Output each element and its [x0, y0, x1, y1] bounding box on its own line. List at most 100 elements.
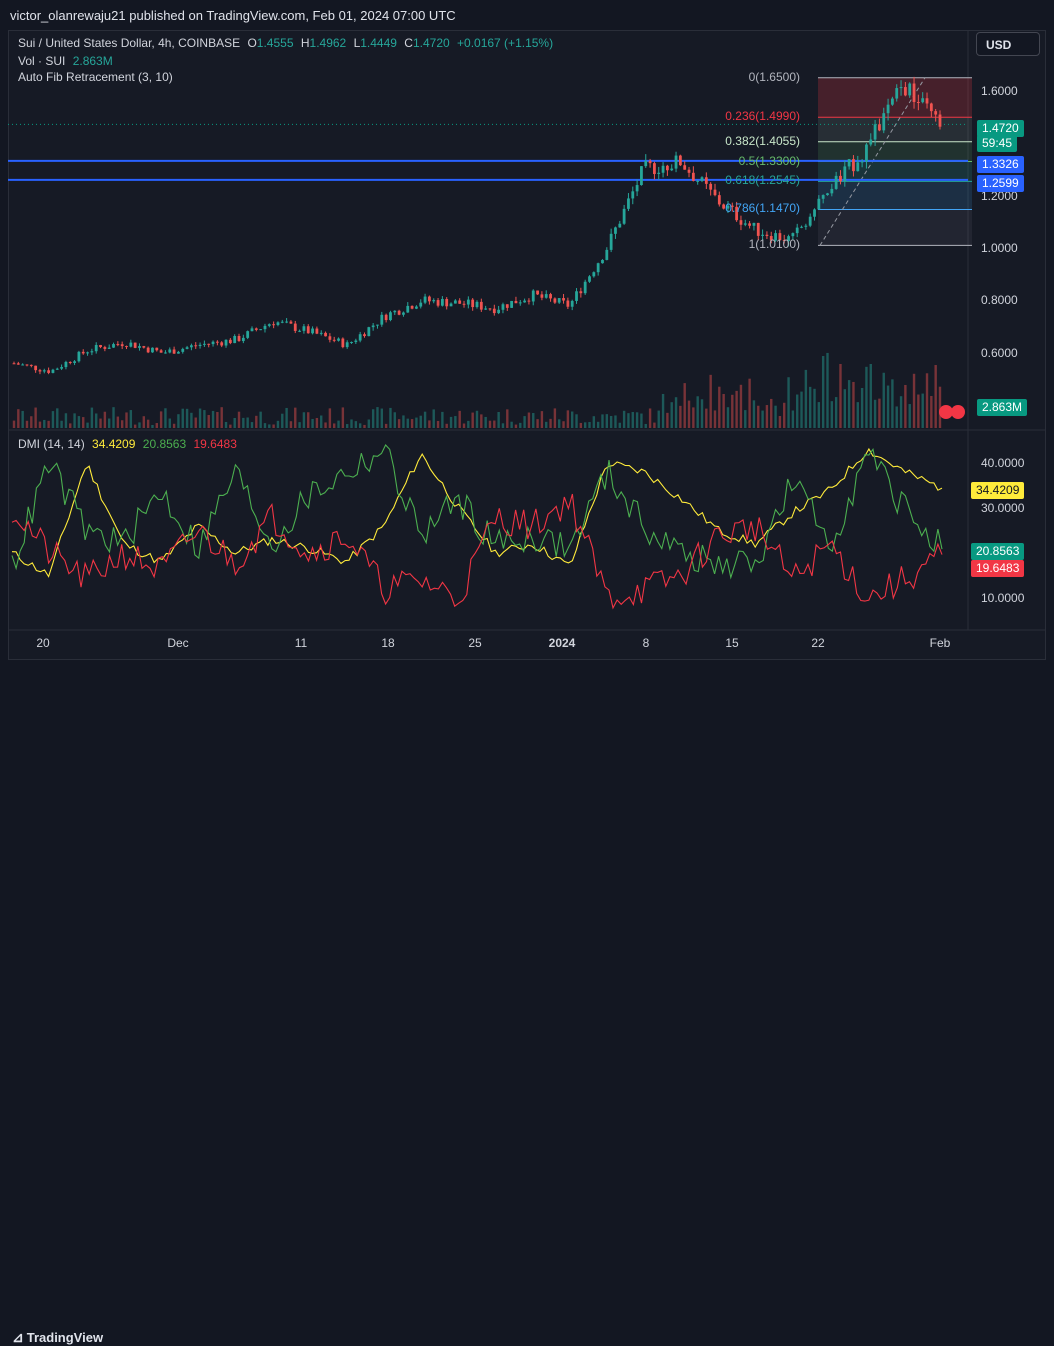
volume-bar	[765, 405, 769, 428]
chart-frame[interactable]	[8, 30, 1046, 660]
currency-button[interactable]: USD	[976, 32, 1040, 56]
candle-body	[358, 334, 362, 341]
candle-body	[410, 305, 414, 309]
fib-label: 0.236(1.4990)	[725, 109, 800, 124]
volume-bar	[311, 418, 314, 428]
candle-body	[856, 162, 860, 172]
chart-canvas[interactable]	[0, 0, 1054, 691]
candle-body	[523, 300, 526, 303]
volume-bar	[488, 420, 492, 428]
volume-bar	[384, 423, 388, 428]
fib-legend[interactable]: Auto Fib Retracement (3, 10)	[18, 70, 177, 84]
volume-bar	[436, 420, 440, 428]
volume-bar	[462, 423, 466, 428]
volume-bar	[783, 402, 786, 428]
volume-bar	[757, 405, 760, 428]
candle-body	[631, 191, 635, 199]
candle-body	[138, 346, 141, 348]
volume-bar	[908, 404, 911, 428]
volume-bar	[796, 394, 799, 428]
candle-body	[172, 349, 176, 354]
candle-body	[220, 342, 224, 346]
candle-body	[847, 159, 851, 167]
volume-bar	[540, 411, 544, 428]
volume-legend[interactable]: Vol · SUI 2.863M	[18, 54, 117, 68]
volume-bar	[648, 408, 652, 428]
volume-bar	[458, 410, 461, 428]
candle-body	[627, 198, 630, 209]
tradingview-logo[interactable]: ⊿ TradingView	[12, 1329, 103, 1346]
volume-label: Vol · SUI	[18, 54, 66, 68]
candle-body	[371, 325, 375, 328]
volume-bar	[562, 421, 565, 428]
volume-bar	[536, 419, 539, 428]
candle-body	[376, 324, 379, 326]
volume-bar	[17, 409, 20, 428]
fib-zone	[818, 209, 972, 246]
volume-bar	[583, 422, 587, 428]
close-label: C	[404, 36, 413, 50]
time-axis-tick: Dec	[167, 636, 189, 650]
volume-bar	[549, 418, 552, 428]
minus-di-badge: 19.6483	[971, 560, 1025, 577]
volume-bar	[770, 398, 773, 428]
volume-bar	[532, 413, 535, 428]
volume-bar	[99, 418, 102, 428]
volume-bar	[596, 421, 600, 428]
candle-body	[73, 361, 76, 363]
candle-body	[717, 195, 721, 205]
volume-bar	[198, 408, 202, 428]
candle-body	[800, 226, 803, 228]
volume-bar	[211, 410, 215, 428]
symbol-legend[interactable]: Sui / United States Dollar, 4h, COINBASE…	[18, 36, 557, 50]
volume-bar	[47, 420, 50, 428]
volume-bar	[432, 409, 435, 428]
candle-body	[579, 291, 583, 294]
candle-body	[492, 308, 496, 314]
volume-bar	[886, 385, 890, 428]
volume-bar	[138, 422, 141, 428]
candle-body	[726, 205, 730, 209]
candle-body	[415, 306, 418, 309]
candle-body	[129, 342, 133, 347]
candle-body	[38, 370, 42, 372]
candle-body	[834, 175, 838, 189]
candle-body	[817, 198, 821, 210]
volume-bar	[635, 412, 639, 428]
volume-bar	[627, 413, 630, 428]
candle-body	[16, 363, 20, 365]
candle-body	[791, 233, 795, 237]
volume-bar	[748, 378, 751, 428]
volume-bar	[873, 399, 877, 428]
candle-body	[462, 303, 466, 305]
volume-bar	[328, 408, 332, 428]
fib-zone	[818, 141, 972, 162]
fib-label: 0.5(1.3300)	[738, 153, 800, 168]
volume-bar	[263, 423, 267, 428]
fib-label: 0.382(1.4055)	[725, 133, 800, 148]
volume-bar	[852, 381, 855, 428]
volume-bar	[726, 407, 730, 428]
candle-body	[280, 321, 284, 323]
dmi-legend[interactable]: DMI (14, 14) 34.4209 20.8563 19.6483	[18, 437, 241, 451]
volume-bar	[207, 415, 210, 428]
candle-body	[588, 276, 591, 282]
candle-body	[891, 98, 894, 105]
candle-body	[895, 88, 899, 99]
candle-body	[190, 345, 193, 348]
volume-bar	[86, 422, 89, 428]
candle-body	[306, 326, 310, 334]
volume-bar	[155, 423, 158, 428]
candle-body	[228, 339, 232, 344]
volume-bar	[107, 418, 111, 428]
fib-label: 0(1.6500)	[748, 69, 800, 84]
volume-bar	[190, 412, 193, 428]
volume-bar	[674, 397, 678, 428]
volume-bar	[194, 417, 197, 428]
fib-label: 0.618(1.2545)	[725, 173, 800, 188]
volume-bar	[791, 410, 795, 428]
candle-body	[878, 124, 881, 131]
volume-bar	[709, 374, 712, 428]
fib-zone	[818, 77, 972, 118]
us-flag-icon	[939, 405, 953, 419]
